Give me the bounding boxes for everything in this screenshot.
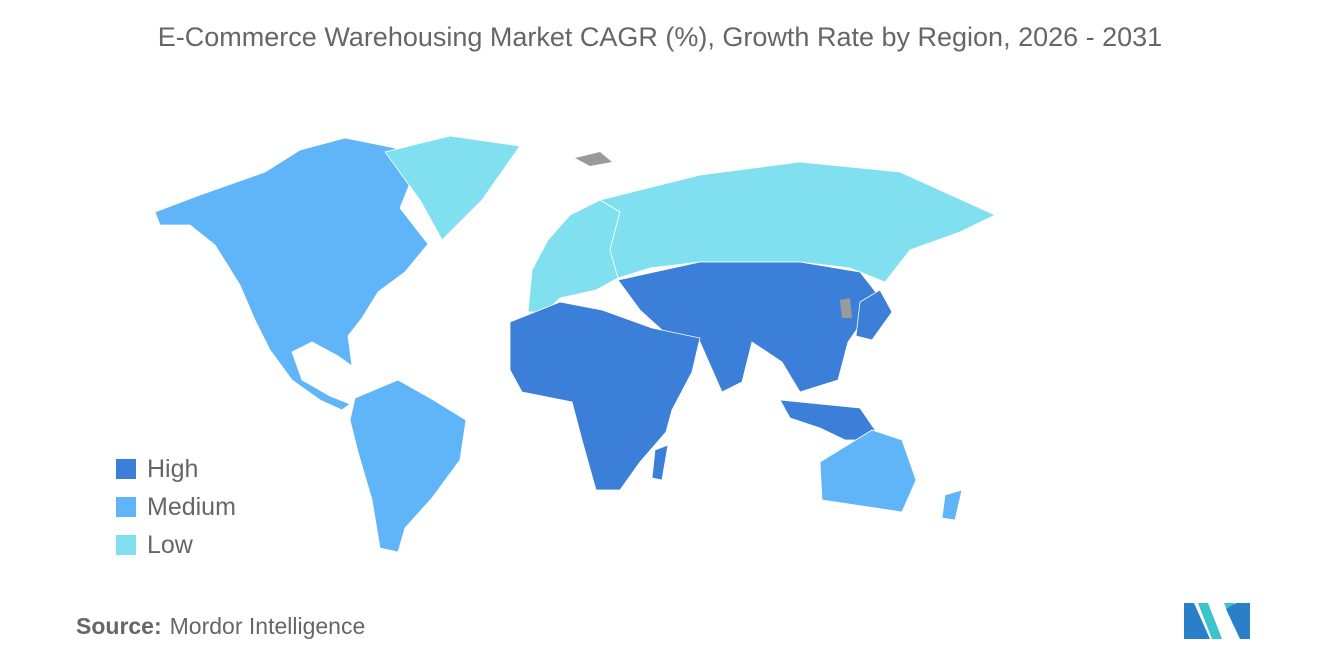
region-no-data	[575, 152, 612, 166]
legend-swatch-low	[116, 535, 136, 555]
region-north-america	[154, 137, 429, 411]
legend-label-high: High	[147, 454, 199, 483]
region-no-data	[840, 298, 852, 318]
legend: High Medium Low	[116, 450, 236, 564]
legend-item-low: Low	[116, 526, 236, 564]
region-asia-pacific	[855, 289, 893, 341]
legend-label-low: Low	[147, 530, 193, 559]
region-asia-pacific	[779, 399, 883, 441]
region-middle-east-and-africa	[509, 301, 701, 491]
legend-label-medium: Medium	[147, 492, 236, 521]
legend-item-high: High	[116, 450, 236, 488]
region-middle-east-and-africa	[651, 444, 669, 481]
source-note: Source: Mordor Intelligence	[76, 613, 365, 640]
legend-swatch-high	[116, 459, 136, 479]
region-australia-and-new-zealand	[819, 429, 917, 513]
region-south-america	[349, 379, 467, 553]
source-text: Mordor Intelligence	[169, 613, 366, 639]
chart-title: E-Commerce Warehousing Market CAGR (%), …	[157, 22, 1163, 52]
legend-swatch-medium	[116, 497, 136, 517]
source-label: Source:	[76, 613, 162, 639]
region-europe	[527, 199, 621, 313]
region-greenland	[384, 135, 521, 241]
legend-item-medium: Medium	[116, 488, 236, 526]
mordor-logo	[1184, 603, 1250, 639]
region-australia-and-new-zealand	[941, 489, 963, 521]
region-russia	[598, 161, 996, 283]
